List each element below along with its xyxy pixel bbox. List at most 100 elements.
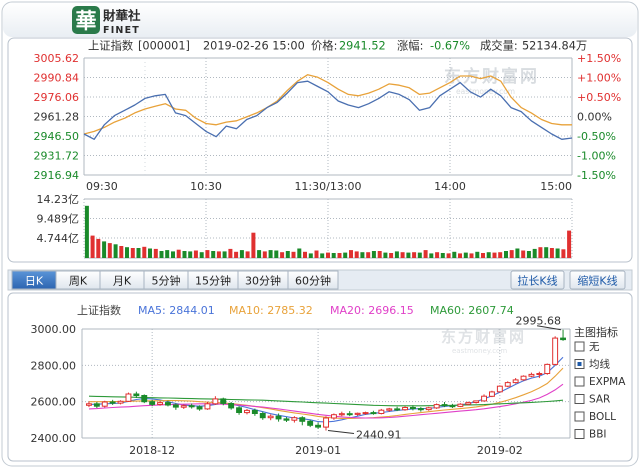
volume-bar (337, 253, 342, 258)
indicator-option-label[interactable]: BOLL (589, 411, 616, 423)
volume-bar (222, 251, 227, 258)
kline-candle-body (338, 413, 345, 416)
volume-bar (440, 253, 445, 258)
volume-bar (509, 250, 514, 258)
brand-name-en: FINET (103, 25, 140, 36)
intraday-y-tick: 2990.84 (34, 72, 80, 85)
volume-bar (555, 248, 560, 258)
volume-bar (314, 250, 319, 258)
intraday-y-tick: 2946.50 (34, 130, 80, 143)
indicator-option-label[interactable]: BBI (589, 429, 607, 441)
kline-candle-body (441, 404, 448, 407)
volume-bar (297, 248, 302, 258)
volume-bar (515, 248, 520, 258)
stretch-button-label[interactable]: 拉长K线 (517, 274, 557, 288)
indicator-option-label[interactable]: 均线 (589, 358, 610, 371)
indicator-checkbox[interactable] (574, 429, 585, 439)
kline-candle-body (125, 393, 132, 402)
intraday-y2-tick: +1.50% (577, 52, 621, 65)
volume-bar (481, 253, 485, 258)
indicator-option[interactable]: EXPMA (574, 376, 626, 388)
kline-watermark-text: 东方财富网 (441, 328, 526, 346)
kline-candle-body (465, 402, 472, 405)
kline-candle-body (504, 382, 511, 387)
info-price-label: 价格: (311, 39, 337, 53)
indicator-option-label[interactable]: SAR (589, 394, 610, 406)
volume-bar (107, 243, 112, 258)
stretch-kline-button[interactable]: 拉长K线 (510, 270, 565, 290)
volume-bar (504, 251, 508, 258)
volume-bar (257, 250, 262, 258)
indicator-option-label[interactable]: EXPMA (589, 376, 626, 388)
tab-period[interactable]: 30分钟 (237, 270, 289, 290)
brand-header: 華 財華社 FINET (3, 3, 637, 37)
indicator-option[interactable]: BOLL (574, 411, 616, 423)
volume-bar (498, 252, 503, 258)
shorten-button-label[interactable]: 缩短K线 (577, 274, 617, 288)
indicator-checkbox[interactable] (574, 411, 585, 422)
intraday-y2-tick: +1.00% (577, 72, 621, 85)
kline-candle-body (370, 412, 377, 415)
indicator-option[interactable]: SAR (574, 394, 610, 406)
shorten-kline-button[interactable]: 缩短K线 (569, 270, 626, 290)
volume-y-tick: 14.23亿 (37, 193, 80, 206)
kline-candle-body (220, 398, 227, 404)
indicator-options: 无均线 EXPMA SAR BOLL BBI (574, 341, 626, 441)
indicator-option[interactable]: 均线 (574, 358, 610, 371)
kline-candle-body (394, 408, 401, 411)
volume-bar (349, 250, 353, 258)
volume-bar (463, 252, 468, 258)
tab-period-label[interactable]: 60分钟 (295, 274, 331, 288)
volume-bar (526, 251, 531, 258)
indicator-option[interactable]: 无 (574, 341, 600, 353)
kline-candle-body (244, 409, 250, 414)
intraday-price-line (83, 80, 573, 140)
intraday-x-tick: 09:30 (86, 180, 118, 193)
volume-bar (159, 251, 164, 258)
kline-candle-body (165, 402, 171, 406)
volume-bar (532, 248, 537, 258)
indicator-checkbox[interactable] (574, 341, 585, 352)
tab-period-label[interactable]: 30分钟 (245, 274, 281, 288)
volume-bar (400, 252, 405, 258)
indicator-option[interactable]: BBI (574, 429, 607, 441)
volume-bar (303, 251, 307, 258)
volume-bar (423, 250, 428, 258)
volume-bar (291, 251, 296, 258)
kline-candle-body (433, 404, 440, 409)
indicator-checkbox[interactable] (574, 394, 585, 404)
tab-period-label[interactable]: 周K (69, 275, 88, 288)
volume-bar (130, 248, 135, 258)
kline-candle-body (481, 395, 488, 402)
volume-bar (486, 252, 491, 258)
tab-period-label[interactable]: 日K (25, 275, 44, 288)
indicator-option-label[interactable]: 无 (589, 341, 600, 353)
shorten-button-bg[interactable] (569, 270, 626, 290)
volume-bar (205, 250, 210, 258)
tab-period[interactable]: 月K (99, 270, 145, 290)
tab-period-label[interactable]: 15分钟 (195, 274, 231, 288)
indicator-checkbox[interactable] (574, 376, 585, 387)
info-index-label: 上证指数 (88, 39, 133, 53)
kline-y-tick: 2800.00 (31, 359, 77, 372)
tab-period[interactable]: 日K (11, 270, 57, 290)
intraday-average-line (83, 74, 572, 135)
tab-period[interactable]: 15分钟 (187, 270, 239, 290)
tab-period-bg[interactable] (287, 270, 339, 290)
volume-y-tick: 4.744亿 (37, 232, 80, 245)
kline-candle-body (188, 405, 195, 408)
tab-period[interactable]: 周K (55, 270, 101, 290)
volume-bar (469, 253, 474, 258)
volume-bar (84, 205, 89, 258)
volume-bar (199, 252, 204, 258)
stretch-button-bg[interactable] (510, 270, 565, 290)
tab-period-label[interactable]: 5分钟 (152, 274, 181, 288)
volume-bar (360, 252, 365, 258)
kline-legend: 上证指数 MA5: 2844.01 MA10: 2785.32 MA20: 26… (77, 303, 514, 317)
tab-period[interactable]: 60分钟 (287, 270, 339, 290)
tab-period[interactable]: 5分钟 (143, 270, 189, 290)
tab-period-label[interactable]: 月K (113, 275, 132, 288)
kline-candle-body (331, 414, 337, 419)
volume-bar (239, 250, 244, 258)
